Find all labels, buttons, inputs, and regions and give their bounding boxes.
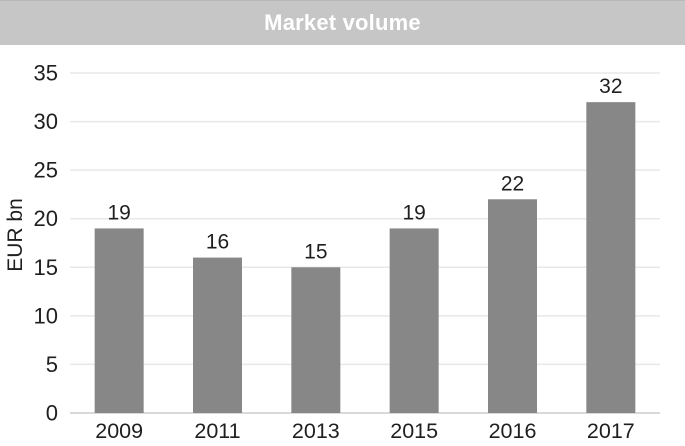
data-label-2011: 16 bbox=[206, 231, 229, 254]
y-tick-label-20: 20 bbox=[34, 206, 58, 231]
x-tick-label-2016: 2016 bbox=[489, 419, 537, 443]
bar-2013 bbox=[291, 267, 341, 413]
chart-title: Market volume bbox=[264, 10, 421, 35]
data-label-2009: 19 bbox=[107, 201, 130, 224]
y-tick-label-25: 25 bbox=[34, 158, 58, 183]
bar-2016 bbox=[488, 199, 537, 413]
bar-2017 bbox=[586, 102, 636, 414]
x-tick-label-2011: 2011 bbox=[194, 419, 240, 443]
x-tick-label-2015: 2015 bbox=[390, 419, 438, 443]
y-tick-label-10: 10 bbox=[34, 303, 58, 328]
data-label-2013: 15 bbox=[304, 240, 327, 263]
bar-2015 bbox=[389, 228, 439, 413]
y-tick-label-0: 0 bbox=[46, 401, 58, 426]
x-tick-label-2009: 2009 bbox=[95, 419, 143, 443]
bar-2009 bbox=[94, 228, 144, 413]
x-tick-label-2017: 2017 bbox=[587, 419, 635, 443]
data-label-2017: 32 bbox=[599, 75, 622, 98]
y-axis-title: EUR bn bbox=[4, 198, 27, 272]
y-tick-label-30: 30 bbox=[34, 109, 58, 134]
y-tick-label-15: 15 bbox=[34, 255, 58, 280]
chart-title-bar: Market volume bbox=[0, 0, 685, 45]
bar-2011 bbox=[193, 257, 242, 413]
y-tick-label-35: 35 bbox=[34, 61, 58, 86]
data-label-2015: 19 bbox=[402, 201, 425, 224]
data-label-2016: 22 bbox=[501, 172, 524, 195]
x-tick-label-2013: 2013 bbox=[292, 419, 340, 443]
y-tick-label-5: 5 bbox=[46, 352, 58, 377]
